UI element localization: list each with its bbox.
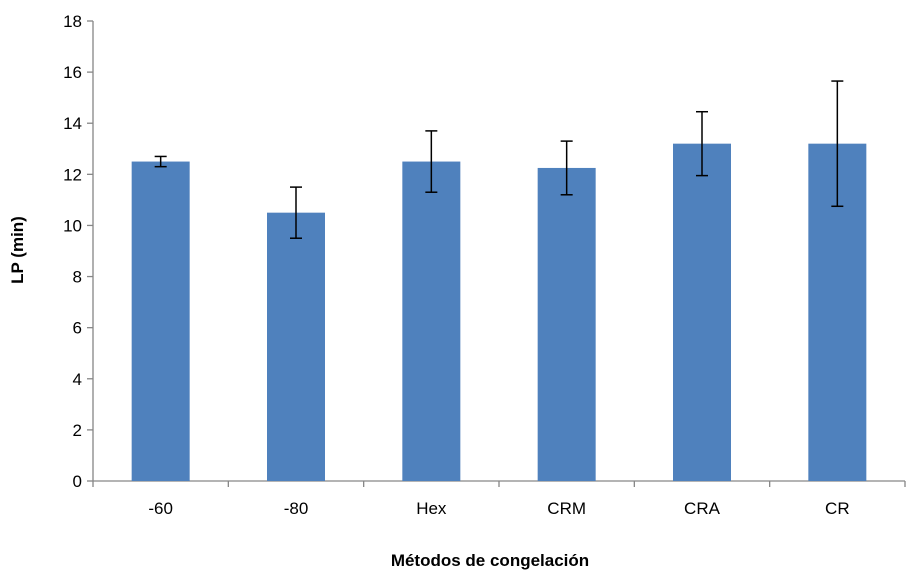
x-tick-label: -80	[284, 499, 309, 518]
y-axis: 0 2 4 6 8 10 12 14 16 18	[63, 12, 94, 491]
x-axis-title: Métodos de congelación	[391, 551, 589, 570]
x-tick-label: Hex	[416, 499, 447, 518]
error-bar-CRA	[696, 110, 708, 177]
error-bar-Hex	[425, 130, 438, 193]
y-tick-label: 16	[63, 63, 82, 82]
y-tick-label: 18	[63, 12, 82, 31]
y-tick-label: 2	[73, 421, 82, 440]
bar-Hex	[402, 161, 461, 482]
error-bar-CRM	[560, 140, 573, 196]
error-bars	[154, 80, 844, 239]
error-bar--80	[290, 186, 302, 239]
x-tick-label: CRA	[684, 499, 721, 518]
error-bar--60	[154, 155, 167, 168]
y-tick-label: 0	[73, 472, 82, 491]
x-tick-label: -60	[148, 499, 173, 518]
bars	[131, 143, 867, 482]
x-tick-label: CR	[825, 499, 850, 518]
y-tick-label: 6	[73, 319, 82, 338]
x-axis: -60 -80 Hex CRM CRA CR	[92, 480, 906, 518]
y-tick-label: 12	[63, 165, 82, 184]
bar--80	[267, 212, 325, 481]
bar-CRA	[673, 143, 731, 481]
y-tick-label: 14	[63, 114, 82, 133]
error-bar-CR	[831, 80, 844, 208]
y-tick-label: 4	[73, 370, 82, 389]
x-tick-label: CRM	[547, 499, 586, 518]
bar--60	[131, 161, 190, 482]
y-tick-label: 8	[73, 268, 82, 287]
bar-CRM	[537, 167, 596, 481]
y-axis-title: LP (min)	[8, 216, 27, 284]
y-tick-label: 10	[63, 216, 82, 235]
